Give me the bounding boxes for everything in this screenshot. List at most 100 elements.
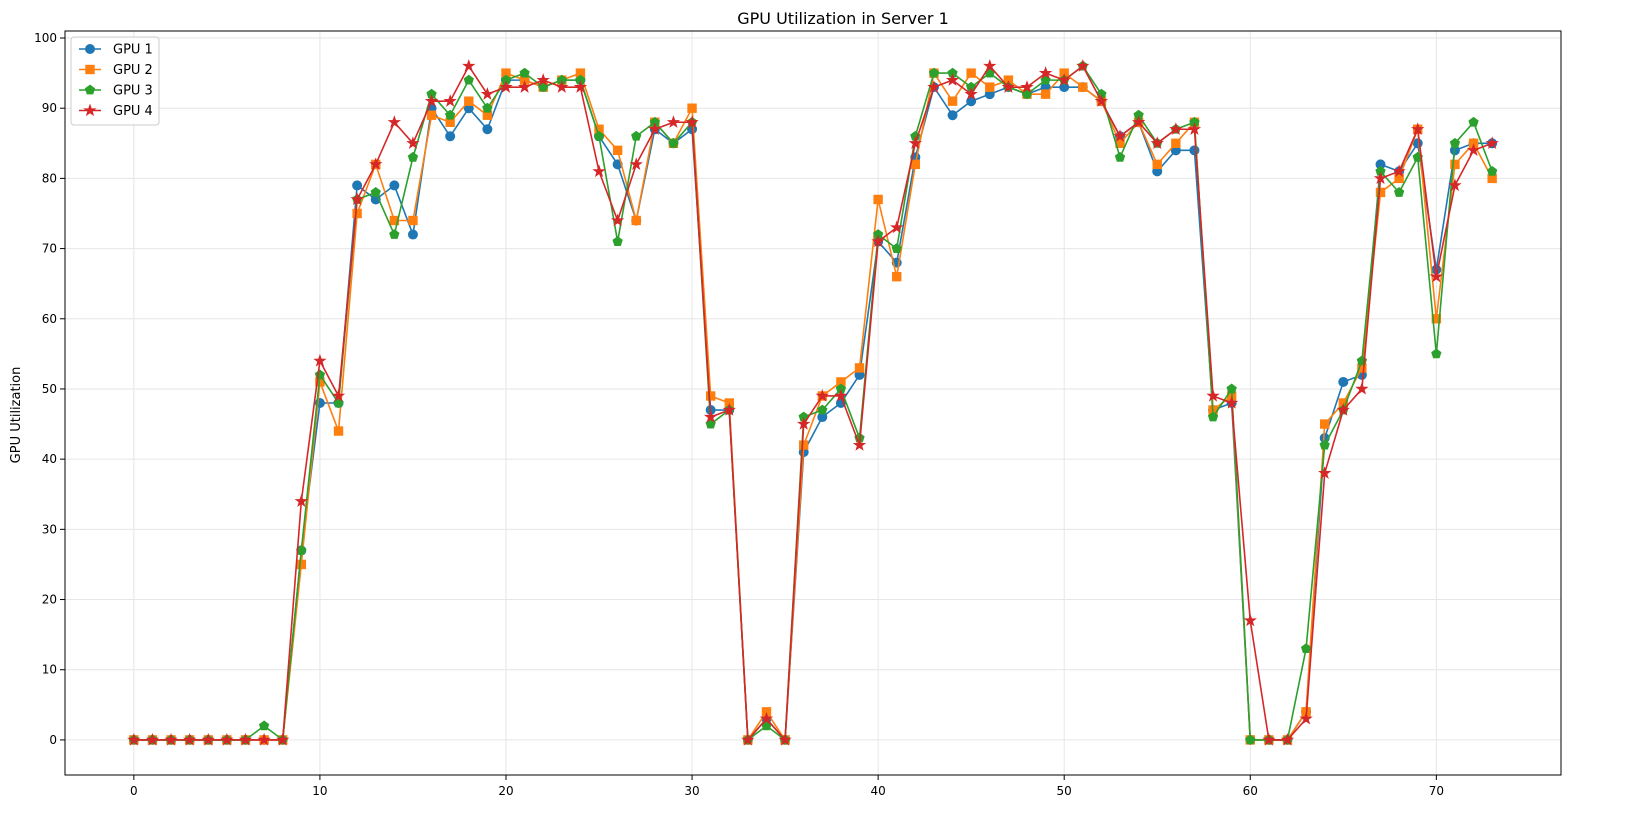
y-tick-label: 0 bbox=[49, 733, 57, 747]
data-point bbox=[1375, 187, 1386, 198]
x-tick-label: 20 bbox=[498, 784, 513, 798]
data-point bbox=[1319, 419, 1330, 429]
data-point bbox=[296, 559, 307, 570]
legend: GPU 1 GPU 2 GPU 3 GPU 4 bbox=[70, 36, 160, 126]
data-point bbox=[1057, 73, 1071, 86]
data-point bbox=[890, 220, 904, 234]
data-point bbox=[966, 68, 976, 78]
data-point bbox=[1373, 171, 1388, 185]
legend-entry: GPU 2 bbox=[79, 63, 153, 78]
data-point bbox=[1485, 136, 1499, 149]
data-point bbox=[1131, 115, 1146, 128]
data-point bbox=[945, 73, 960, 86]
legend-marker bbox=[85, 44, 95, 54]
data-point bbox=[1094, 94, 1109, 107]
data-point bbox=[517, 80, 532, 93]
plot-area bbox=[127, 59, 1499, 746]
data-point bbox=[1001, 80, 1016, 93]
axes-frame bbox=[64, 30, 1562, 776]
data-point bbox=[815, 388, 829, 402]
x-tick-label: 30 bbox=[684, 784, 699, 798]
x-tick-label: 0 bbox=[130, 784, 138, 798]
data-point bbox=[705, 391, 716, 401]
data-point bbox=[1412, 138, 1423, 149]
series-2 bbox=[129, 68, 1497, 745]
data-point bbox=[387, 115, 402, 128]
data-point bbox=[389, 180, 400, 191]
data-point bbox=[482, 102, 493, 113]
data-point bbox=[1171, 138, 1181, 149]
data-point bbox=[1299, 711, 1313, 725]
data-point bbox=[610, 213, 625, 227]
data-point bbox=[1431, 348, 1442, 359]
data-point bbox=[369, 157, 383, 171]
legend-marker bbox=[85, 64, 95, 75]
legend-box bbox=[70, 36, 160, 126]
y-tick-label: 10 bbox=[42, 663, 57, 677]
data-point bbox=[1355, 381, 1369, 395]
data-point bbox=[445, 109, 456, 120]
data-point bbox=[331, 388, 346, 402]
data-point bbox=[1078, 82, 1088, 92]
data-point bbox=[648, 122, 662, 135]
data-point bbox=[631, 130, 642, 141]
data-point bbox=[220, 732, 234, 746]
data-point bbox=[1394, 173, 1404, 184]
data-point bbox=[983, 59, 997, 72]
data-point bbox=[685, 115, 699, 128]
data-point bbox=[1245, 734, 1256, 745]
legend-marker bbox=[84, 84, 96, 95]
data-point bbox=[834, 388, 848, 402]
data-point bbox=[1429, 269, 1444, 283]
axes: 0 10 20 30 40 50 60 70 0 10 20 30 40 50 60 70 80 90 100 bbox=[34, 30, 1562, 798]
data-point bbox=[1280, 732, 1295, 746]
data-point bbox=[985, 82, 995, 92]
legend-entry: GPU 1 bbox=[79, 43, 153, 58]
data-point bbox=[258, 720, 270, 731]
data-point bbox=[629, 157, 643, 171]
data-point bbox=[463, 74, 474, 85]
chart-title: GPU Utilization in Server 1 bbox=[737, 9, 949, 28]
data-point bbox=[612, 236, 623, 246]
data-point bbox=[201, 732, 215, 746]
data-point bbox=[370, 187, 381, 197]
data-point bbox=[798, 440, 809, 450]
y-tick-label: 80 bbox=[42, 171, 57, 185]
legend-entry: GPU 3 bbox=[79, 84, 153, 99]
y-tick-label: 90 bbox=[42, 101, 57, 115]
data-point bbox=[1020, 80, 1034, 93]
data-point bbox=[668, 137, 679, 148]
data-point bbox=[1318, 466, 1332, 479]
data-point bbox=[964, 87, 978, 100]
y-tick-label: 70 bbox=[42, 242, 57, 256]
legend-label: GPU 1 bbox=[113, 43, 153, 58]
x-tick-label: 40 bbox=[870, 784, 885, 798]
data-point bbox=[1169, 122, 1183, 135]
data-point bbox=[1338, 376, 1349, 387]
data-point bbox=[666, 115, 681, 128]
data-point bbox=[464, 96, 474, 106]
data-point bbox=[797, 417, 811, 430]
data-point bbox=[891, 243, 902, 253]
grid bbox=[65, 31, 1561, 775]
x-tick-label: 60 bbox=[1243, 784, 1258, 798]
data-point bbox=[1319, 439, 1330, 450]
data-point bbox=[1076, 59, 1090, 72]
data-point bbox=[892, 271, 902, 282]
x-tick-label: 70 bbox=[1429, 784, 1444, 798]
data-point bbox=[406, 136, 420, 149]
data-point bbox=[592, 164, 606, 178]
data-point bbox=[947, 110, 958, 121]
series-4 bbox=[127, 59, 1499, 746]
data-point bbox=[443, 94, 457, 107]
legend-marker bbox=[83, 103, 97, 117]
data-point bbox=[910, 159, 921, 170]
data-point bbox=[182, 732, 197, 746]
data-point bbox=[778, 732, 792, 746]
data-point bbox=[1336, 402, 1350, 416]
data-point bbox=[927, 80, 941, 93]
data-point bbox=[1431, 314, 1442, 324]
data-point bbox=[1114, 151, 1126, 162]
legend-entry: GPU 4 bbox=[79, 103, 153, 119]
data-point bbox=[426, 110, 437, 120]
